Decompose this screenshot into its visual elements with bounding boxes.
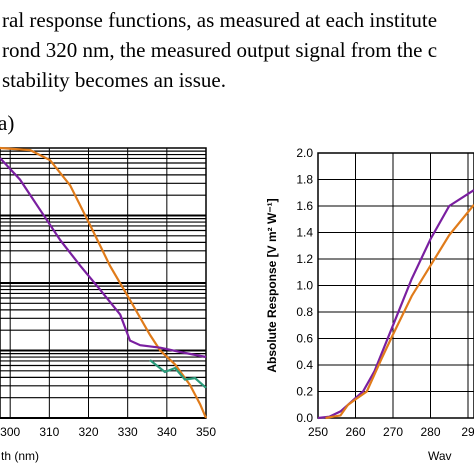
x-tick-label: 310 <box>39 425 59 439</box>
x-tick-label: 250 <box>308 425 328 439</box>
y-tick-label: 1.0 <box>296 279 313 293</box>
y-tick-label: 0.4 <box>296 358 313 372</box>
x-axis-label: Wav <box>428 449 452 463</box>
series-line <box>0 157 207 359</box>
panel-label: a) <box>0 111 14 135</box>
x-tick-label: 270 <box>383 425 403 439</box>
x-axis-label: th (nm) <box>1 449 39 463</box>
x-tick-label: 280 <box>420 425 440 439</box>
text-line: rond 320 nm, the measured output signal … <box>2 38 437 62</box>
y-tick-label: 1.6 <box>296 199 313 213</box>
y-tick-label: 0.0 <box>296 411 313 425</box>
y-tick-label: 2.0 <box>296 146 313 160</box>
y-tick-label: 0.2 <box>296 385 313 399</box>
y-tick-label: 1.8 <box>296 173 313 187</box>
plot-frame <box>0 147 207 419</box>
x-tick-label: 340 <box>157 425 177 439</box>
y-axis-label: Absolute Response [V m² W⁻¹] <box>265 198 279 372</box>
y-tick-label: 0.6 <box>296 332 313 346</box>
series-line <box>317 189 474 420</box>
x-tick-label: 330 <box>118 425 138 439</box>
x-tick-label: 260 <box>345 425 365 439</box>
y-tick-label: 1.4 <box>296 226 313 240</box>
y-tick-label: 0.8 <box>296 305 313 319</box>
x-tick-label: 320 <box>78 425 98 439</box>
text-line: ral response functions, as measured at e… <box>2 8 437 32</box>
text-line: stability becomes an issue. <box>2 68 226 92</box>
x-tick-label: 350 <box>196 425 216 439</box>
x-tick-label: 29 <box>461 425 474 439</box>
series-line <box>0 146 208 419</box>
plot-frame <box>317 152 474 419</box>
series-line <box>149 359 207 389</box>
x-tick-label: 300 <box>0 425 20 439</box>
series-line <box>325 204 474 420</box>
y-tick-label: 1.2 <box>296 252 313 266</box>
